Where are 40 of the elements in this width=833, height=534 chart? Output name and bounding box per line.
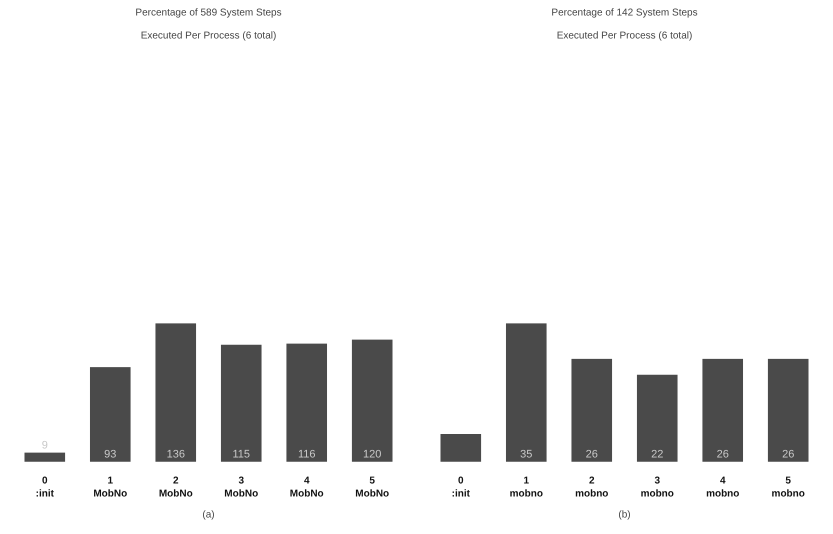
x-tick-label: 2 mobno: [575, 476, 608, 500]
x-tick-label: 3 MobNo: [224, 476, 258, 500]
text: (a): [202, 510, 215, 520]
data-label: 26: [586, 448, 598, 460]
bar: [636, 374, 678, 462]
x-tick-label: 4 MobNo: [290, 476, 324, 500]
bar: [506, 323, 547, 462]
x-tick-label: 0 :init: [36, 476, 55, 500]
x-tick-label: 3 mobno: [640, 476, 674, 500]
data-label: 136: [166, 448, 185, 460]
bar: [24, 452, 66, 462]
data-label: 26: [782, 448, 794, 460]
text: (b): [618, 510, 631, 520]
x-tick-label: 5 mobno: [772, 476, 805, 500]
chart-title: Percentage of 589 System Steps: [135, 8, 282, 18]
bar: [286, 344, 328, 462]
x-tick-label: 0 :init: [452, 476, 471, 500]
bar: [352, 340, 393, 462]
x-tick-label: 5 MobNo: [355, 476, 390, 500]
x-tick-label: 1 mobno: [510, 476, 543, 500]
data-label: 93: [104, 448, 116, 460]
chart-subtitle: Executed Per Process (6 total): [140, 30, 276, 42]
bar: [440, 434, 482, 462]
bar: [220, 344, 262, 462]
chart-title: Percentage of 142 System Steps: [551, 8, 698, 18]
bar: [155, 323, 196, 462]
data-label: 115: [232, 448, 250, 460]
bar: [768, 358, 809, 462]
chart-subtitle: Executed Per Process (6 total): [556, 30, 692, 42]
x-tick-label: 4 mobno: [706, 476, 740, 500]
bar: [90, 367, 131, 462]
data-label: 120: [363, 448, 382, 460]
data-label: 116: [298, 448, 316, 460]
bar: [571, 358, 612, 462]
x-tick-label: 1 MobNo: [93, 476, 128, 500]
data-label: 26: [716, 448, 729, 460]
data-label: 22: [651, 448, 664, 460]
data-label: 35: [520, 448, 532, 460]
bar: [702, 358, 744, 462]
x-tick-label: 2 MobNo: [158, 476, 193, 500]
